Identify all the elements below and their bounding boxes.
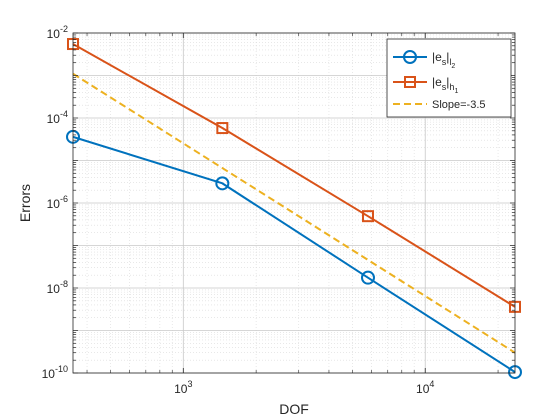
y-tick-label: 10-8 (47, 279, 68, 296)
series-3 (72, 72, 516, 354)
x-tick-label: 103 (174, 379, 192, 396)
y-tick-label: 10-6 (47, 194, 68, 211)
x-axis-label: DOF (279, 401, 309, 417)
data-point-circle (215, 176, 230, 191)
y-tick-label: 10-2 (47, 24, 68, 41)
tick-labels: 103 104 10-10 10-8 10-6 10-4 10-2 (42, 24, 435, 396)
y-tick-label: 10-10 (42, 364, 68, 381)
axis-ticks (73, 32, 515, 374)
legend-entry: |es|l2 (393, 50, 455, 70)
legend-entry: |es|h1 (393, 75, 458, 95)
data-point-square (404, 76, 416, 88)
series-line (72, 72, 516, 354)
data-point-square (361, 210, 374, 223)
data-point-circle (360, 270, 375, 285)
series-line (72, 43, 516, 308)
legend-label: |es|h1 (432, 75, 458, 95)
legend: |es|l2 |es|h1 Slope=-3.5 (386, 38, 512, 118)
data-point-circle (403, 50, 417, 64)
legend-entry: Slope=-3.5 (393, 99, 486, 111)
series-line (72, 135, 516, 373)
y-tick-label: 10-4 (47, 109, 68, 126)
legend-label: |es|l2 (432, 50, 455, 70)
y-axis-label: Errors (17, 184, 33, 222)
legend-label: Slope=-3.5 (432, 99, 486, 111)
x-tick-label: 104 (416, 379, 434, 396)
data-point-square (216, 122, 229, 135)
